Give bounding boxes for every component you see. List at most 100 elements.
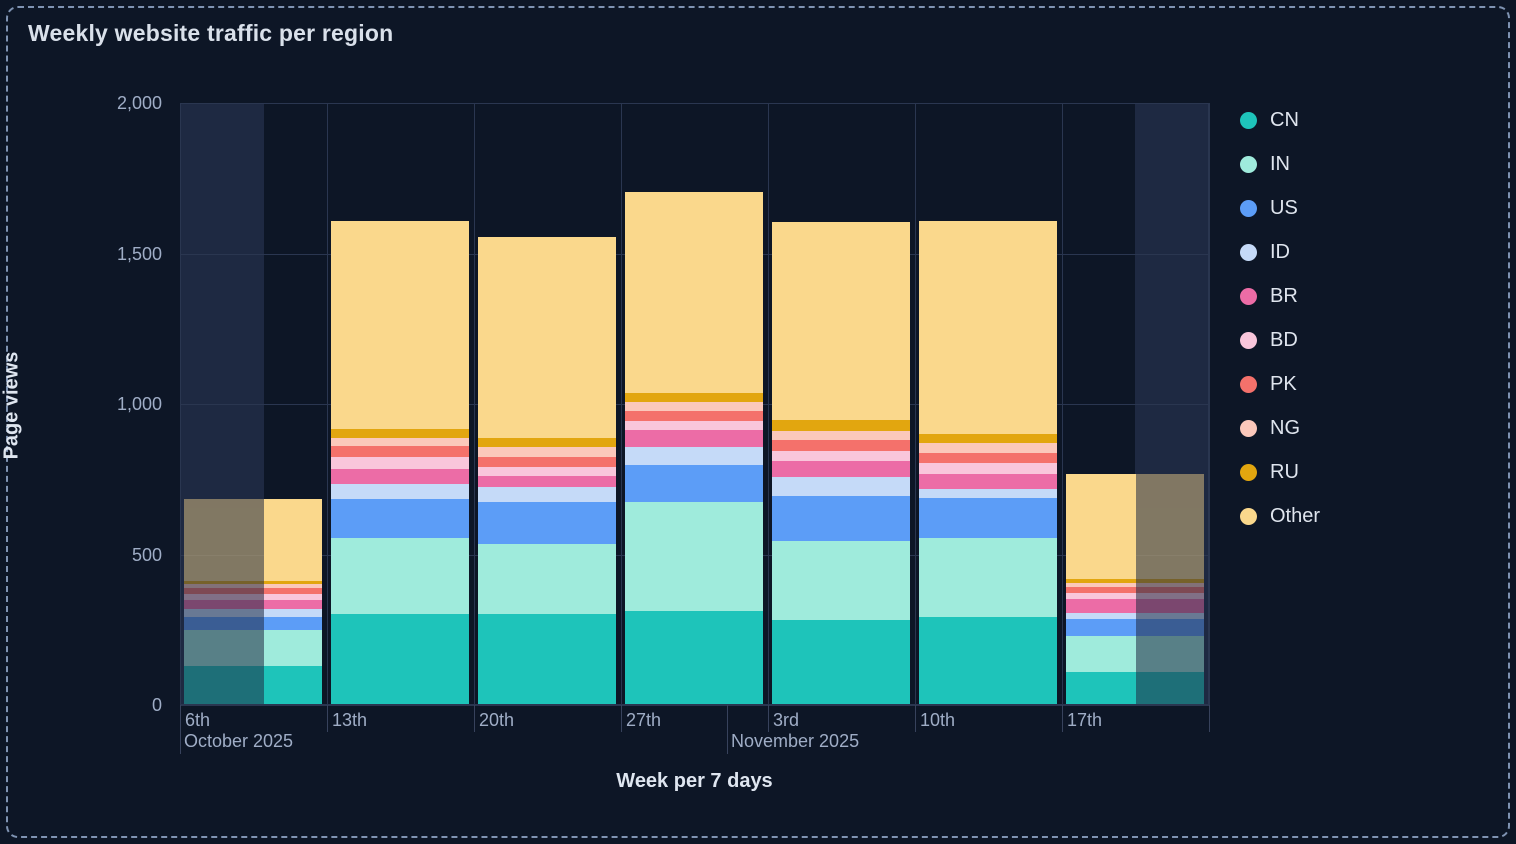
bar-segment-ru[interactable] — [478, 437, 616, 447]
bar-segment-pk[interactable] — [478, 456, 616, 467]
bar-segment-other[interactable] — [264, 499, 322, 581]
bar-segment-cn[interactable] — [331, 613, 469, 704]
bar-segment-id[interactable] — [772, 477, 910, 497]
bar-week-27th[interactable] — [625, 191, 763, 704]
bar-segment-pk[interactable] — [331, 445, 469, 458]
bar-segment-ru[interactable] — [625, 393, 763, 402]
bar-segment-in[interactable] — [919, 538, 1057, 617]
bar-segment-bd[interactable] — [264, 594, 322, 601]
bar-segment-cn[interactable] — [478, 613, 616, 704]
bar-segment-br[interactable] — [772, 460, 910, 478]
bar-segment-ru[interactable] — [331, 428, 469, 439]
bar-segment-in[interactable] — [478, 544, 616, 614]
bar-segment-other[interactable] — [331, 220, 469, 429]
legend-item-cn[interactable]: CN — [1240, 98, 1472, 142]
bar-segment-pk[interactable] — [1136, 587, 1204, 594]
bar-segment-cn[interactable] — [625, 610, 763, 704]
bar-segment-bd[interactable] — [184, 594, 265, 601]
bar-segment-in[interactable] — [264, 630, 322, 667]
legend-item-bd[interactable]: BD — [1240, 318, 1472, 362]
bar-segment-us[interactable] — [478, 502, 616, 545]
bar-segment-cn[interactable] — [1066, 672, 1137, 704]
bar-week-13th[interactable] — [331, 220, 469, 704]
bar-segment-bd[interactable] — [1066, 593, 1137, 600]
bar-segment-id[interactable] — [1066, 613, 1137, 620]
bar-segment-other[interactable] — [1066, 474, 1137, 580]
bar-segment-cn[interactable] — [264, 666, 322, 704]
bar-segment-pk[interactable] — [1066, 587, 1137, 594]
bar-segment-ng[interactable] — [478, 446, 616, 457]
bar-segment-id[interactable] — [919, 488, 1057, 498]
bar-segment-br[interactable] — [919, 474, 1057, 489]
bar-segment-us[interactable] — [1136, 619, 1204, 637]
bar-segment-id[interactable] — [478, 487, 616, 503]
bar-segment-in[interactable] — [625, 502, 763, 611]
bar-segment-ru[interactable] — [919, 434, 1057, 444]
bar-segment-id[interactable] — [264, 609, 322, 617]
bar-segment-pk[interactable] — [264, 588, 322, 595]
bar-segment-id[interactable] — [625, 447, 763, 466]
bar-segment-other[interactable] — [625, 191, 763, 394]
bar-segment-cn[interactable] — [772, 619, 910, 704]
legend-item-us[interactable]: US — [1240, 186, 1472, 230]
bar-segment-other[interactable] — [772, 221, 910, 421]
bar-segment-us[interactable] — [772, 496, 910, 542]
bar-segment-ng[interactable] — [1066, 583, 1137, 588]
bar-segment-bd[interactable] — [625, 420, 763, 431]
bar-segment-ng[interactable] — [331, 438, 469, 446]
bar-segment-br[interactable] — [1136, 599, 1204, 614]
bar-week-3rd[interactable] — [772, 221, 910, 704]
bar-segment-br[interactable] — [1066, 599, 1137, 614]
legend-item-pk[interactable]: PK — [1240, 362, 1472, 406]
bar-week-10th[interactable] — [919, 220, 1057, 704]
bar-segment-bd[interactable] — [331, 457, 469, 470]
bar-segment-other[interactable] — [478, 236, 616, 438]
bar-week-20th[interactable] — [478, 236, 616, 704]
bar-segment-br[interactable] — [478, 475, 616, 488]
bar-segment-ru[interactable] — [1136, 579, 1204, 584]
bar-segment-us[interactable] — [331, 499, 469, 539]
legend-item-ru[interactable]: RU — [1240, 450, 1472, 494]
bar-segment-pk[interactable] — [919, 453, 1057, 464]
legend-item-br[interactable]: BR — [1240, 274, 1472, 318]
bar-segment-bd[interactable] — [772, 450, 910, 461]
bar-segment-id[interactable] — [184, 609, 265, 617]
bar-segment-in[interactable] — [184, 630, 265, 667]
bar-segment-ng[interactable] — [919, 443, 1057, 454]
bar-segment-br[interactable] — [264, 600, 322, 610]
bar-segment-ng[interactable] — [772, 431, 910, 440]
bar-segment-id[interactable] — [331, 484, 469, 500]
bar-segment-br[interactable] — [331, 469, 469, 485]
bar-segment-id[interactable] — [1136, 613, 1204, 620]
legend-item-ng[interactable]: NG — [1240, 406, 1472, 450]
bar-segment-ru[interactable] — [184, 580, 265, 584]
legend-item-id[interactable]: ID — [1240, 230, 1472, 274]
bar-segment-in[interactable] — [1066, 636, 1137, 673]
bar-segment-other[interactable] — [919, 220, 1057, 435]
legend-item-in[interactable]: IN — [1240, 142, 1472, 186]
bar-segment-pk[interactable] — [625, 410, 763, 421]
bar-segment-bd[interactable] — [919, 463, 1057, 475]
bar-segment-other[interactable] — [184, 499, 265, 581]
bar-segment-cn[interactable] — [919, 616, 1057, 704]
bar-week-6th[interactable] — [184, 499, 322, 704]
bar-segment-in[interactable] — [1136, 636, 1204, 673]
bar-week-17th[interactable] — [1066, 474, 1204, 704]
bar-segment-us[interactable] — [184, 616, 265, 631]
bar-segment-bd[interactable] — [1136, 593, 1204, 600]
bar-segment-us[interactable] — [919, 497, 1057, 539]
bar-segment-ng[interactable] — [264, 583, 322, 589]
bar-segment-ru[interactable] — [1066, 579, 1137, 584]
bar-segment-us[interactable] — [1066, 619, 1137, 637]
bar-segment-pk[interactable] — [184, 588, 265, 595]
bar-segment-in[interactable] — [331, 538, 469, 614]
bar-segment-ru[interactable] — [264, 580, 322, 584]
bar-segment-us[interactable] — [264, 616, 322, 631]
bar-segment-in[interactable] — [772, 541, 910, 620]
legend-item-other[interactable]: Other — [1240, 494, 1472, 538]
bar-segment-pk[interactable] — [772, 439, 910, 451]
bar-segment-ng[interactable] — [184, 583, 265, 589]
bar-segment-cn[interactable] — [184, 666, 265, 704]
bar-segment-ng[interactable] — [1136, 583, 1204, 588]
bar-segment-ng[interactable] — [625, 401, 763, 411]
